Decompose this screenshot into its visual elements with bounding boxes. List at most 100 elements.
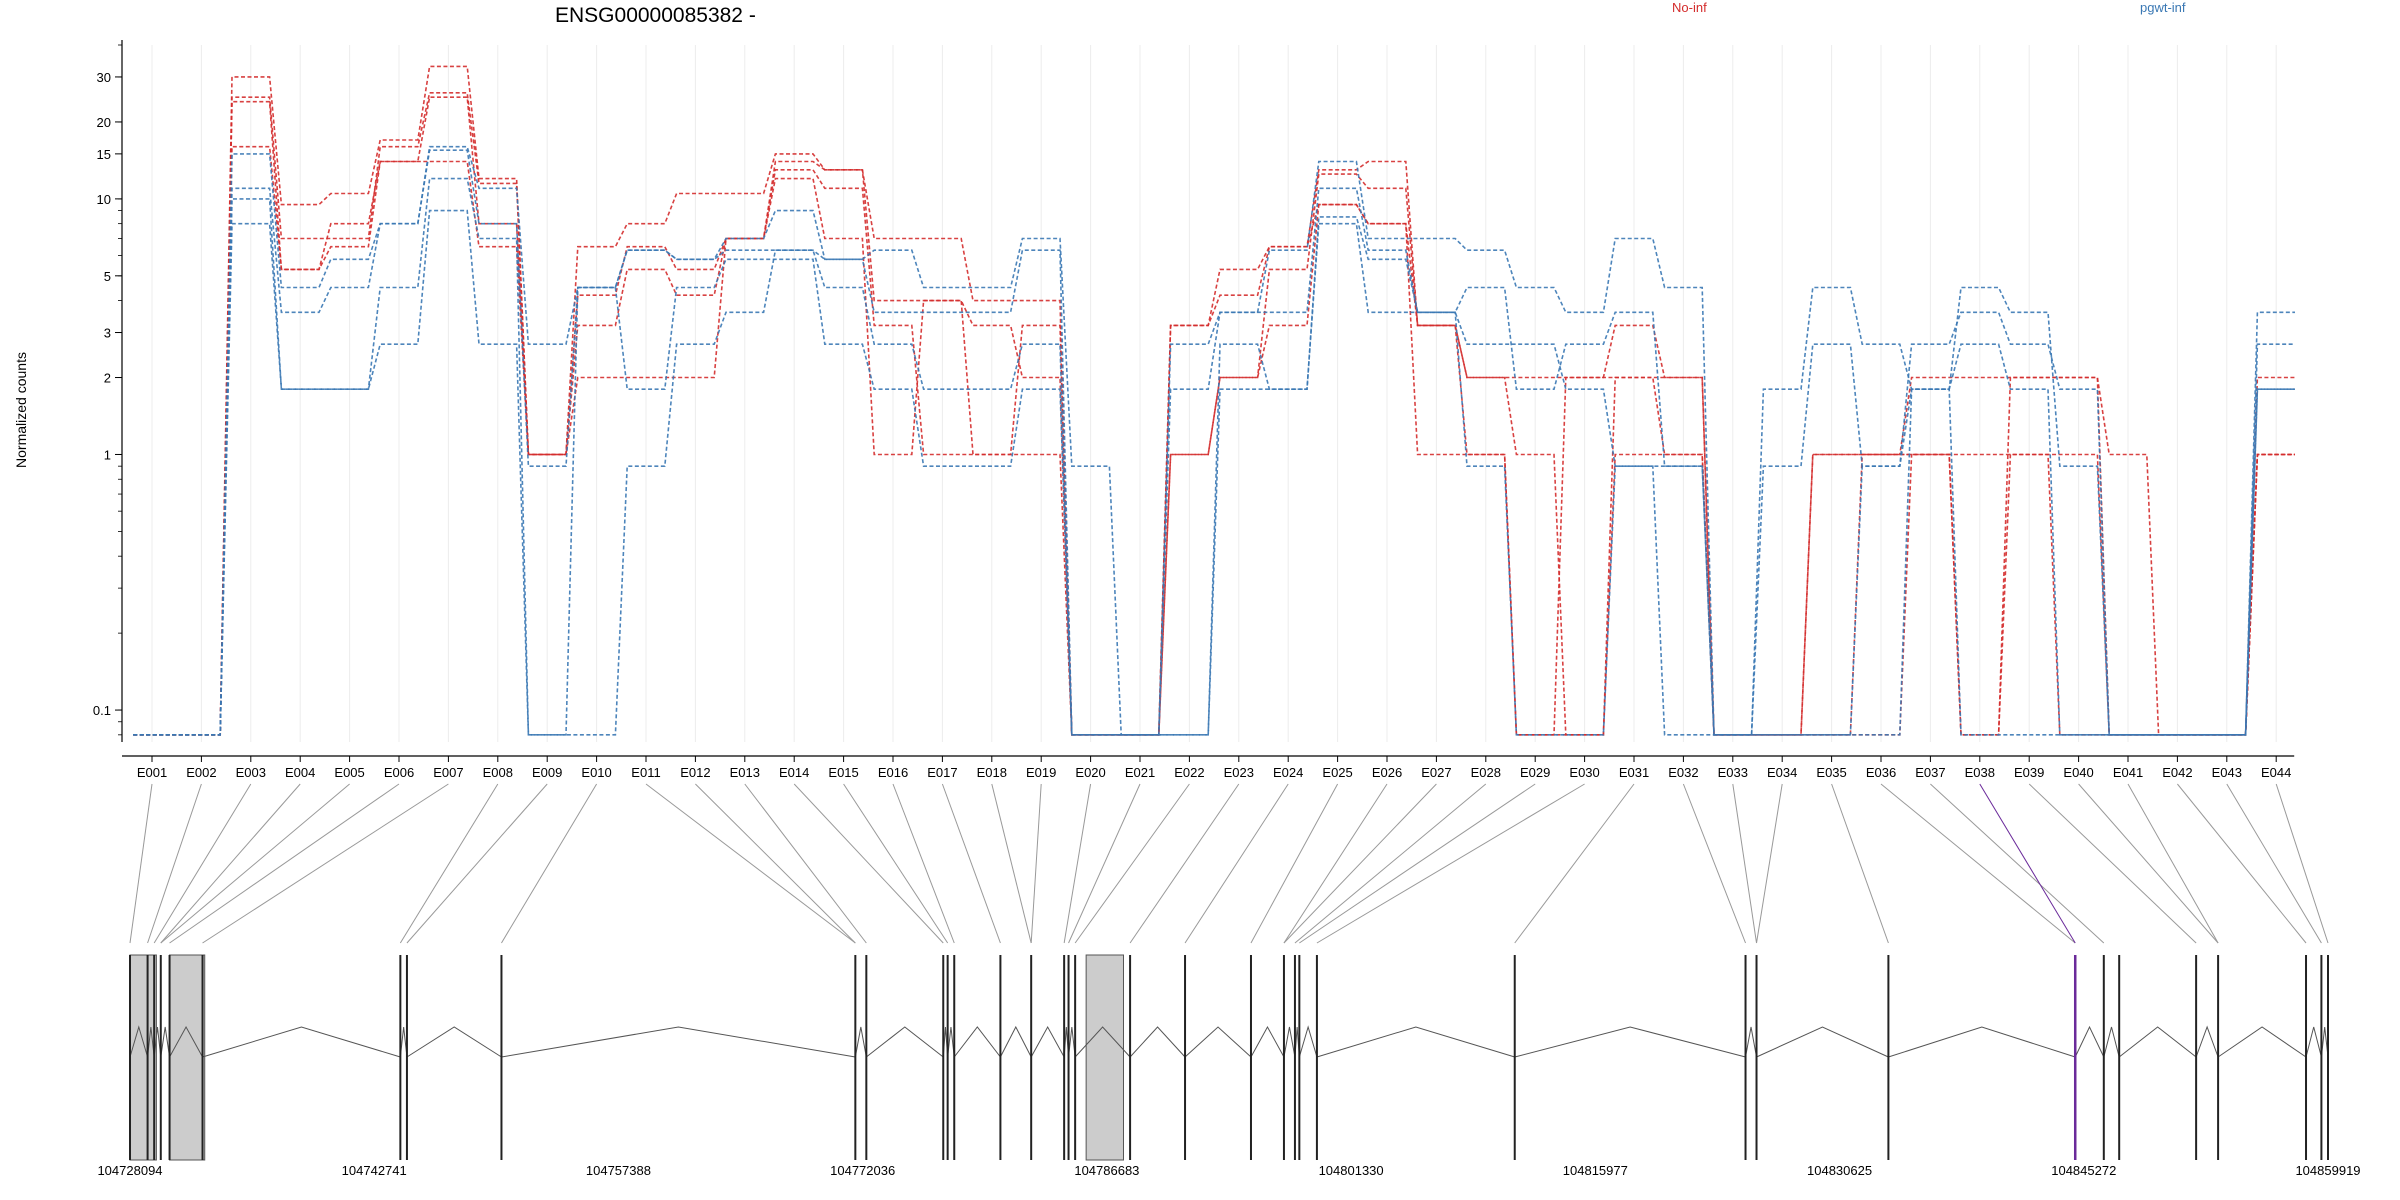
exon-connector [1682,783,1746,944]
legend-pgwt-inf: pgwt-inf [2140,0,2186,15]
intron [399,1026,408,1058]
exon-connector [399,783,499,944]
y-axis: 30 20 15 10 5 3 2 1 0.1 [93,40,123,742]
coordinate-label: 104772036 [830,1163,895,1178]
exon-connector [1283,783,1437,944]
y-tick-label: 10 [97,192,111,207]
coordinate-label: 104728094 [97,1163,162,1178]
x-tick-label: E044 [2261,765,2291,780]
exon-connector [645,783,856,944]
intron [2320,1026,2329,1058]
exon-connector [1831,783,1889,944]
x-tick-label: E002 [186,765,216,780]
coordinate-label: 104859919 [2295,1163,2360,1178]
intron [1184,1026,1252,1058]
y-tick-label: 20 [97,115,111,130]
x-tick-label: E015 [828,765,858,780]
exon-connector [1250,783,1339,944]
x-tick-label: E037 [1915,765,1945,780]
intron [169,1025,203,1058]
x-tick-label: E040 [2063,765,2093,780]
x-tick-label: E026 [1372,765,1402,780]
coordinate-axis: 104728094 104742741 104757388 104772036 1047… [97,1163,2360,1178]
intron [1756,1026,1889,1058]
exon-connector [1979,783,2076,944]
x-tick-label: E027 [1421,765,1451,780]
exon-connector [2275,783,2329,944]
exon-connector [1184,783,1289,944]
exon-connector [160,783,301,944]
x-tick-label: E043 [2212,765,2242,780]
intron [2195,1025,2219,1058]
intron [999,1025,1032,1058]
exon-connector [160,783,350,944]
intron [1298,1025,1318,1058]
x-tick-label: E009 [532,765,562,780]
intron [202,1026,401,1058]
exon-connector [129,783,153,944]
y-tick-label: 1 [104,447,111,462]
exon-connector [1129,783,1240,944]
exon-connector [2127,783,2219,944]
exon-connector [2177,783,2307,944]
x-tick-label: E025 [1322,765,1352,780]
exon-connector [1930,783,2105,944]
x-tick-label: E010 [581,765,611,780]
x-tick-label: E035 [1816,765,1846,780]
exon-connector [1068,783,1141,944]
intron [160,1026,171,1058]
x-tick-label: E008 [483,765,513,780]
intron [1030,1025,1065,1058]
exon-connector [991,783,1032,944]
exon-block [129,954,157,1161]
intron [147,1026,155,1058]
legend-no-inf: No-inf [1672,0,1707,15]
x-tick-label: E011 [631,765,660,780]
exon-connector [169,783,400,944]
y-tick-label: 5 [104,269,111,284]
intron [129,1025,149,1058]
gene-model [129,954,2329,1161]
x-tick-label: E031 [1619,765,1649,780]
coordinate-label: 104801330 [1319,1163,1384,1178]
x-tick-label: E017 [927,765,957,780]
x-axis: E001 E002 E003 E004 E005 E006 E007 E008 E009 E010… [122,755,2295,780]
series-line-pgwt-inf [133,149,2295,736]
x-tick-label: E019 [1026,765,1056,780]
intron [854,1026,867,1058]
exon-connector [1880,783,2076,944]
x-tick-label: E001 [137,765,167,780]
x-tick-label: E034 [1767,765,1797,780]
exon-connector [843,783,949,944]
intron [1250,1025,1285,1058]
y-tick-label: 0.1 [93,703,111,718]
exon-block [1085,954,1124,1161]
x-tick-label: E023 [1224,765,1254,780]
intron [1129,1026,1186,1058]
coordinate-label: 104786683 [1074,1163,1139,1178]
intron [1316,1026,1515,1058]
exon-connector [2078,783,2219,944]
exon-connector [1294,783,1487,944]
exon-connector [1756,783,1783,944]
coordinate-label: 104845272 [2051,1163,2116,1178]
intron [866,1026,944,1058]
series-line-no-inf [133,145,2295,736]
intron [2118,1026,2197,1058]
x-tick-label: E030 [1569,765,1599,780]
x-tick-label: E020 [1075,765,1105,780]
intron [2217,1026,2307,1058]
intron [2103,1026,2120,1058]
x-tick-label: E036 [1866,765,1896,780]
exon-connector [1283,783,1388,944]
exon-connector [1732,783,1758,944]
exon-connector [695,783,856,944]
y-tick-label: 15 [97,147,111,162]
x-tick-label: E029 [1520,765,1550,780]
y-axis-label: Normalized counts [13,352,29,468]
x-tick-label: E014 [779,765,809,780]
series-line-no-inf [133,65,2295,736]
intron [1074,1026,1131,1058]
x-tick-label: E041 [2113,765,2143,780]
series-line-pgwt-inf [133,177,2295,736]
